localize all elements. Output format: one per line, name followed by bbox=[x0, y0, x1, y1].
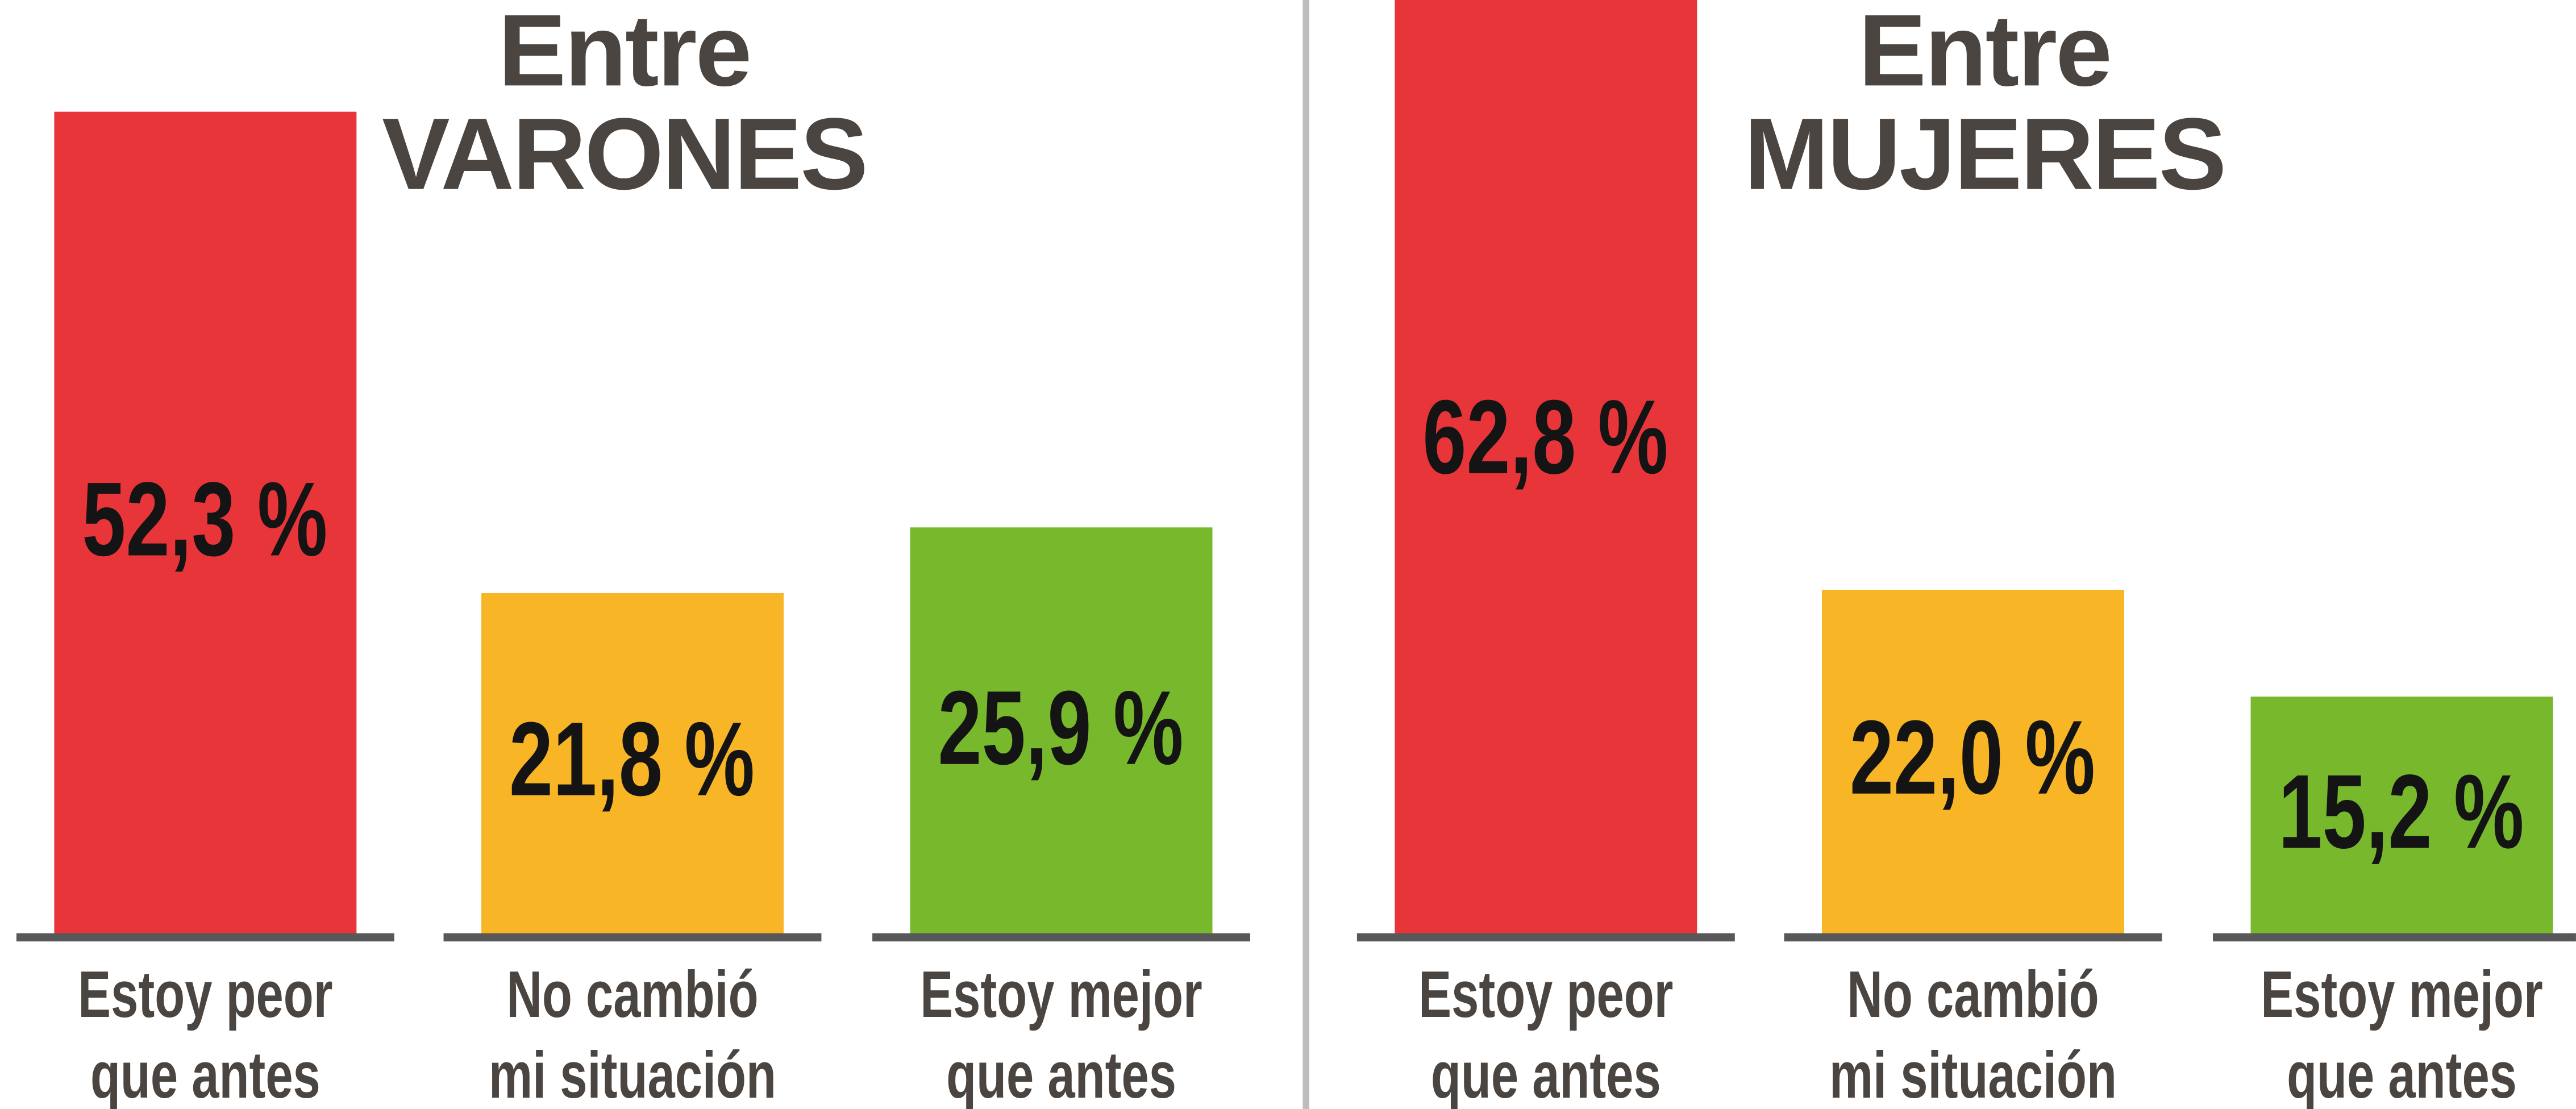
bar bbox=[54, 111, 357, 937]
bar bbox=[2250, 697, 2553, 937]
baseline bbox=[1784, 933, 2162, 942]
value-label: 25,9 % bbox=[938, 668, 1184, 787]
baseline bbox=[1356, 933, 1735, 942]
baseline bbox=[872, 933, 1250, 942]
divider bbox=[1302, 0, 1310, 1109]
category-label: Estoy peor que antes bbox=[1418, 959, 1674, 1109]
value-label: 15,2 % bbox=[2279, 752, 2525, 871]
baseline bbox=[2213, 933, 2576, 942]
chart-title: Entre MUJERES bbox=[1744, 0, 2227, 212]
value-label: 62,8 % bbox=[1423, 377, 1669, 496]
bar bbox=[910, 528, 1213, 937]
value-label: 21,8 % bbox=[509, 700, 756, 819]
category-label: No cambió mi situación bbox=[488, 959, 776, 1109]
baseline bbox=[16, 933, 394, 942]
category-label: No cambió mi situación bbox=[1829, 959, 2117, 1109]
category-label: Estoy peor que antes bbox=[78, 959, 333, 1109]
baseline bbox=[443, 933, 822, 942]
value-label: 22,0 % bbox=[1850, 699, 2096, 818]
bar bbox=[1395, 0, 1697, 937]
bar bbox=[1822, 589, 2124, 937]
category-label: Estoy mejor que antes bbox=[920, 959, 1202, 1109]
chart-title: Entre VARONES bbox=[382, 0, 868, 212]
bar bbox=[481, 593, 784, 937]
category-label: Estoy mejor que antes bbox=[2261, 959, 2543, 1109]
value-label: 52,3 % bbox=[82, 460, 328, 578]
